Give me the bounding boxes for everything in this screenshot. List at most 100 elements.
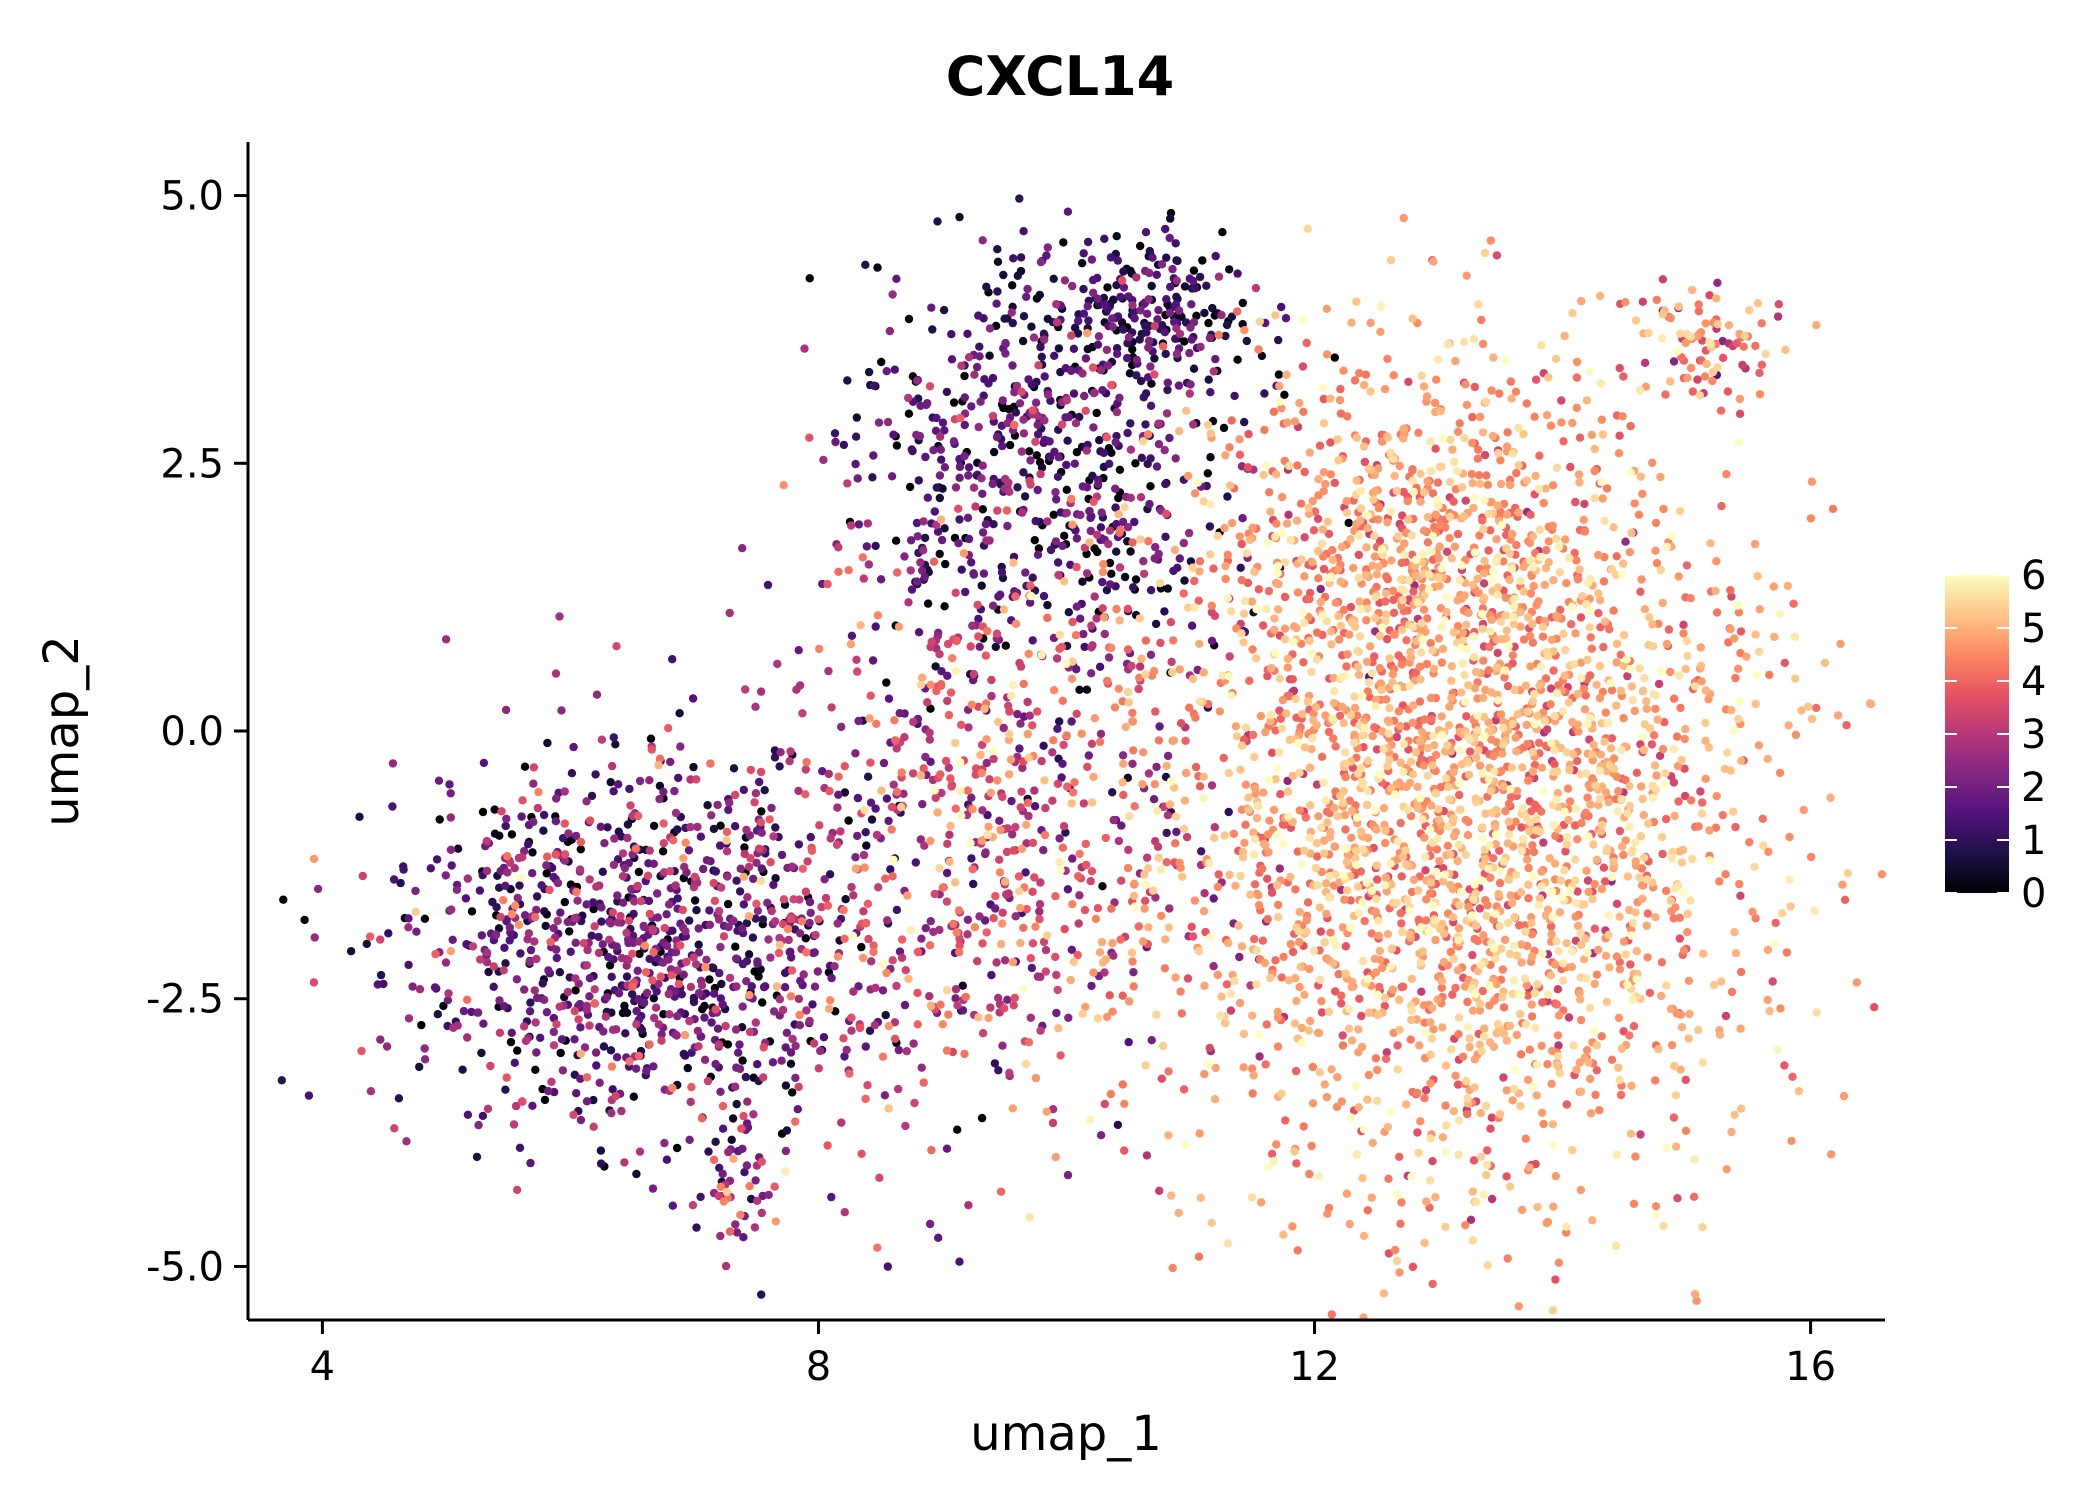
scatter-point bbox=[539, 810, 549, 820]
scatter-point bbox=[1036, 972, 1045, 982]
scatter-point bbox=[1077, 729, 1086, 738]
scatter-point bbox=[977, 768, 986, 778]
scatter-point bbox=[662, 910, 671, 919]
scatter-point bbox=[1528, 767, 1538, 776]
scatter-point bbox=[1203, 469, 1213, 478]
scatter-point bbox=[1039, 741, 1048, 750]
scatter-point bbox=[1592, 1066, 1602, 1075]
scatter-point bbox=[1108, 322, 1117, 331]
scatter-point bbox=[1177, 1009, 1187, 1018]
scatter-point bbox=[592, 1061, 601, 1070]
scatter-point bbox=[1547, 922, 1556, 931]
scatter-point bbox=[1557, 396, 1566, 405]
scatter-point bbox=[794, 994, 804, 1004]
scatter-point bbox=[863, 772, 873, 781]
scatter-point bbox=[1768, 977, 1777, 986]
scatter-point bbox=[1524, 776, 1533, 785]
scatter-point bbox=[569, 1110, 578, 1120]
scatter-point bbox=[502, 915, 511, 924]
scatter-point bbox=[1026, 456, 1035, 465]
scatter-point bbox=[830, 962, 839, 971]
scatter-point bbox=[1548, 1046, 1557, 1056]
scatter-point bbox=[1370, 954, 1380, 963]
scatter-point bbox=[482, 836, 491, 846]
scatter-point bbox=[1168, 264, 1177, 274]
scatter-point bbox=[837, 722, 846, 732]
scatter-point bbox=[636, 897, 646, 906]
scatter-point bbox=[756, 818, 766, 827]
scatter-point bbox=[1036, 878, 1045, 887]
scatter-point bbox=[1016, 662, 1026, 671]
scatter-point bbox=[555, 968, 565, 977]
scatter-point bbox=[659, 839, 668, 848]
scatter-point bbox=[904, 393, 913, 403]
scatter-point bbox=[945, 857, 954, 866]
scatter-point bbox=[515, 1143, 525, 1153]
scatter-point bbox=[843, 479, 852, 488]
scatter-point bbox=[1383, 354, 1392, 364]
scatter-point bbox=[1098, 604, 1107, 613]
scatter-point bbox=[1636, 587, 1645, 596]
scatter-point bbox=[1397, 919, 1406, 928]
scatter-point bbox=[558, 1066, 568, 1075]
scatter-point bbox=[313, 884, 323, 894]
scatter-point bbox=[955, 462, 965, 472]
scatter-point bbox=[1666, 1004, 1676, 1014]
scatter-point bbox=[851, 432, 861, 441]
scatter-point bbox=[1156, 638, 1165, 648]
scatter-point bbox=[589, 1095, 598, 1105]
scatter-point bbox=[1189, 364, 1199, 373]
scatter-point bbox=[1488, 854, 1498, 863]
scatter-point bbox=[1396, 818, 1405, 828]
scatter-point bbox=[975, 912, 984, 921]
scatter-point bbox=[1074, 872, 1083, 881]
scatter-point bbox=[1128, 759, 1137, 768]
scatter-point bbox=[998, 441, 1007, 451]
scatter-point bbox=[1458, 1052, 1468, 1061]
scatter-point bbox=[607, 1062, 617, 1071]
scatter-point bbox=[609, 733, 618, 742]
scatter-point bbox=[1438, 1023, 1447, 1032]
scatter-point bbox=[1701, 319, 1710, 328]
scatter-point bbox=[1008, 281, 1017, 290]
scatter-point bbox=[987, 691, 996, 701]
scatter-point bbox=[1308, 558, 1317, 567]
scatter-point bbox=[1576, 658, 1586, 667]
scatter-point bbox=[1371, 907, 1381, 916]
scatter-point bbox=[1108, 939, 1117, 948]
scatter-point bbox=[1652, 559, 1662, 568]
scatter-point bbox=[690, 872, 699, 881]
scatter-point bbox=[1225, 443, 1234, 452]
scatter-point bbox=[907, 585, 917, 594]
scatter-point bbox=[1435, 581, 1445, 590]
scatter-point bbox=[923, 493, 932, 502]
scatter-point bbox=[1152, 462, 1162, 471]
scatter-point bbox=[1043, 390, 1053, 399]
scatter-point bbox=[905, 482, 915, 492]
scatter-point bbox=[1615, 912, 1624, 921]
scatter-point bbox=[587, 931, 596, 940]
scatter-point bbox=[1738, 360, 1747, 370]
scatter-point bbox=[552, 953, 561, 963]
scatter-point bbox=[1213, 882, 1223, 892]
scatter-point bbox=[430, 983, 440, 992]
scatter-point bbox=[963, 930, 972, 939]
scatter-point bbox=[653, 889, 662, 898]
scatter-point bbox=[1202, 281, 1211, 290]
scatter-point bbox=[1866, 699, 1876, 709]
scatter-point bbox=[686, 1097, 695, 1107]
scatter-point bbox=[1166, 214, 1175, 223]
scatter-point bbox=[1040, 416, 1049, 425]
scatter-point bbox=[569, 742, 578, 752]
scatter-point bbox=[670, 786, 679, 796]
scatter-point bbox=[1528, 638, 1538, 647]
scatter-point bbox=[1088, 275, 1098, 285]
scatter-point bbox=[552, 945, 561, 954]
scatter-point bbox=[906, 536, 916, 545]
scatter-point bbox=[1527, 807, 1536, 816]
scatter-point bbox=[918, 673, 927, 682]
scatter-point bbox=[476, 955, 485, 964]
scatter-point bbox=[1572, 1065, 1581, 1075]
scatter-point bbox=[608, 1085, 617, 1094]
scatter-point bbox=[1402, 1100, 1411, 1109]
